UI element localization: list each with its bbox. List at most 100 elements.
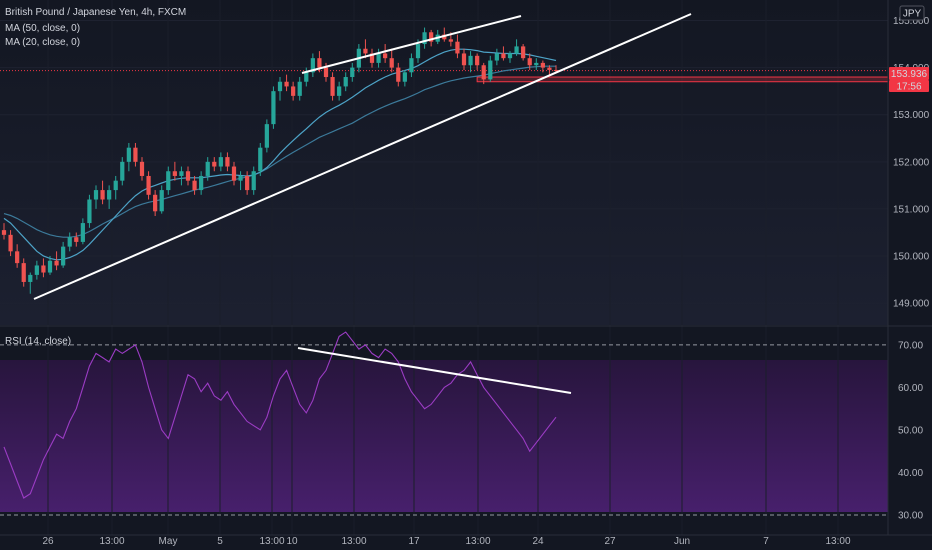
candle-down (501, 53, 506, 59)
time-axis-tick: 27 (604, 536, 616, 547)
candle-up (120, 161, 125, 181)
candle-down (139, 161, 145, 176)
candle-up (514, 46, 519, 54)
candle-down (317, 58, 322, 68)
currency-badge[interactable] (899, 5, 925, 21)
candle-up (534, 62, 539, 66)
candle-up (258, 147, 263, 172)
candle-up (271, 91, 276, 125)
rsi-overbought-oversold-band (0, 360, 888, 512)
time-axis-tick: 13:00 (341, 536, 366, 547)
time-axis-tick: 13:00 (825, 536, 850, 547)
candle-down (225, 157, 230, 167)
time-axis-tick: 13:00 (99, 536, 124, 547)
time-axis-tick: 17 (408, 536, 420, 547)
rsi-axis-tick: 50.00 (898, 425, 923, 436)
candle-up (159, 190, 164, 212)
candle-up (343, 77, 348, 87)
candle-up (297, 81, 302, 96)
candle-down (553, 69, 559, 71)
time-axis-tick: 26 (42, 536, 54, 547)
candle-up (376, 53, 381, 63)
time-axis-tick: 24 (532, 536, 544, 547)
candle-up (47, 260, 53, 273)
candle-down (153, 194, 158, 212)
rsi-axis-tick: 40.00 (898, 468, 923, 479)
time-axis-tick: May (159, 536, 178, 547)
candle-down (369, 53, 375, 63)
last-price-badge[interactable] (889, 67, 929, 80)
candle-up (468, 55, 473, 66)
ma50-legend[interactable]: MA (50, close, 0) (5, 23, 80, 34)
candle-down (54, 260, 59, 266)
candle-down (461, 53, 467, 66)
candle-down (15, 251, 20, 264)
price-pane[interactable] (0, 0, 888, 325)
candle-up (34, 265, 39, 275)
chart-marks (0, 13, 889, 499)
candle-down (1, 230, 7, 235)
rsi-axis-tick: 70.00 (898, 340, 923, 351)
candle-down (172, 171, 177, 176)
candle-up (422, 32, 427, 45)
candle-down (429, 32, 434, 42)
candle-up (218, 157, 223, 167)
price-axis-tick: 155.000 (893, 16, 930, 27)
candle-down (291, 86, 296, 96)
candle-up (80, 223, 85, 242)
time-axis-tick: 7 (763, 536, 769, 547)
candle-up (126, 147, 131, 162)
candle-up (166, 171, 171, 191)
candle-down (475, 55, 480, 66)
candle-up (277, 81, 283, 92)
candle-up (488, 60, 493, 80)
candle-up (28, 274, 33, 282)
price-axis-tick: 149.000 (893, 299, 930, 310)
candle-down (146, 175, 151, 195)
rsi-legend[interactable]: RSI (14, close) (5, 336, 71, 347)
price-axis-tick: 153.000 (893, 110, 930, 121)
wedge-lower-trendline (33, 13, 692, 300)
candle-up (113, 180, 118, 191)
candle-down (330, 77, 335, 96)
candle-down (192, 180, 197, 191)
symbol-title[interactable]: British Pound / Japanese Yen, 4h, FXCM (5, 7, 186, 18)
candle-down (284, 81, 289, 87)
time-axis-tick: 10 (286, 536, 298, 547)
rsi-line (3, 331, 557, 499)
rsi-axis-tick: 60.00 (898, 383, 923, 394)
candle-up (107, 190, 112, 200)
candle-down (383, 53, 388, 59)
time-axis-tick: Jun (674, 536, 690, 547)
candle-down (212, 161, 217, 167)
candle-down (521, 46, 526, 59)
candle-down (455, 41, 460, 54)
ma20-legend[interactable]: MA (20, close, 0) (5, 37, 80, 48)
ma50-line (3, 65, 556, 238)
candle-up (87, 199, 92, 224)
candle-up (67, 237, 72, 247)
candle-down (133, 147, 138, 162)
candle-up (494, 53, 499, 61)
candle-down (396, 67, 401, 82)
rsi-axis-tick: 30.00 (898, 510, 923, 521)
candle-down (527, 58, 532, 66)
time-axis-tick: 13:00 (465, 536, 490, 547)
countdown-badge[interactable] (889, 80, 929, 92)
candle-down (389, 58, 394, 68)
candle-up (304, 72, 309, 82)
candle-up (337, 86, 342, 96)
candle-up (415, 44, 421, 59)
price-axis-tick: 150.000 (893, 252, 930, 263)
last-price-text: 153.936 (891, 69, 928, 80)
candle-up (238, 175, 243, 181)
currency-badge-label: JPY (903, 9, 922, 20)
candle-up (409, 58, 414, 73)
candle-up (251, 171, 256, 191)
candle-down (21, 263, 26, 282)
candle-up (402, 72, 407, 82)
candle-down (185, 171, 191, 181)
candle-down (231, 166, 237, 181)
